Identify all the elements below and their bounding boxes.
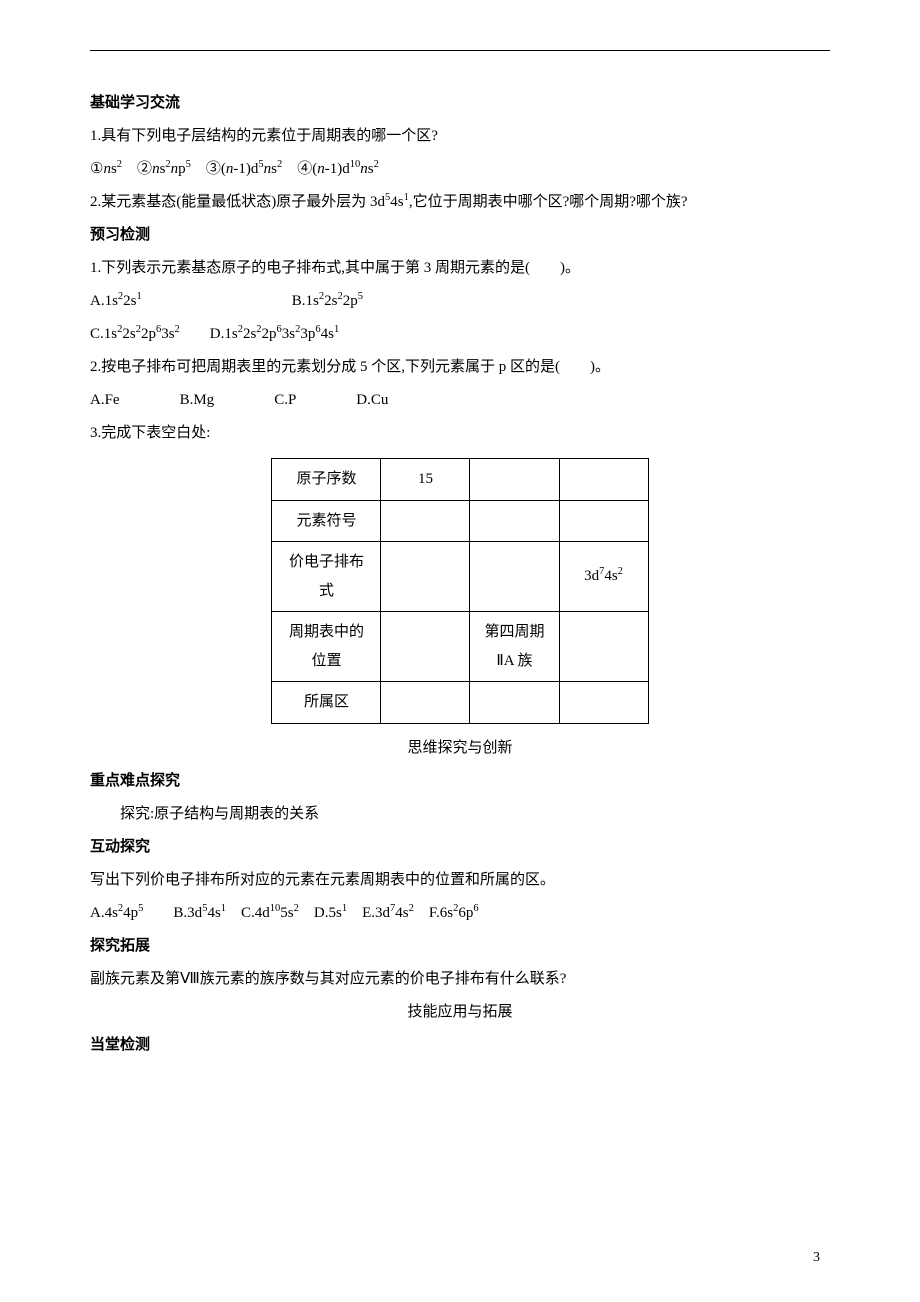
section-title-basic: 基础学习交流 [90,87,830,120]
cell-symbol-2 [470,500,559,542]
section-title-extend: 探究拓展 [90,930,830,963]
table-row: 价电子排布式 3d74s2 [272,542,648,612]
table-row: 所属区 [272,682,648,724]
cell-atomic-number-2 [470,459,559,501]
section-title-interactive: 互动探究 [90,831,830,864]
cell-atomic-number-1: 15 [381,459,470,501]
q2-text: 2.某元素基态(能量最低状态)原子最外层为 3d54s1,它位于周期表中哪个区?… [90,186,830,219]
table-row: 原子序数 15 [272,459,648,501]
interactive-options: A.4s24p5 B.3d54s1 C.4d105s2 D.5s1 E.3d74… [90,897,830,930]
keypoints-sub: 探究:原子结构与周期表的关系 [90,798,830,831]
top-rule [90,50,830,51]
cell-position-label: 周期表中的位置 [272,612,381,682]
table-row: 周期表中的位置 第四周期ⅡA 族 [272,612,648,682]
q1-options: ①ns2 ②ns2np5 ③(n-1)d5ns2 ④(n-1)d10ns2 [90,153,830,186]
cell-position-2: 第四周期ⅡA 族 [470,612,559,682]
cell-block-3 [559,682,648,724]
section-title-preview: 预习检测 [90,219,830,252]
section-title-test: 当堂检测 [90,1029,830,1062]
cell-block-2 [470,682,559,724]
cell-block-label: 所属区 [272,682,381,724]
extend-line: 副族元素及第Ⅷ族元素的族序数与其对应元素的价电子排布有什么联系? [90,963,830,996]
q1-text: 1.具有下列电子层结构的元素位于周期表的哪一个区? [90,120,830,153]
preview-q1-ab: A.1s22s1 B.1s22s22p5 [90,285,830,318]
preview-q3: 3.完成下表空白处: [90,417,830,450]
choice-b: B.Mg [180,384,215,417]
mid-heading-2: 技能应用与拓展 [90,996,830,1029]
cell-position-1 [381,612,470,682]
cell-block-1 [381,682,470,724]
preview-q1: 1.下列表示元素基态原子的电子排布式,其中属于第 3 周期元素的是( )。 [90,252,830,285]
preview-q1-cd: C.1s22s22p63s2 D.1s22s22p63s23p64s1 [90,318,830,351]
fill-table: 原子序数 15 元素符号 价电子排布式 3d74s2 周期表中的位置 第四周期Ⅱ… [271,458,648,724]
cell-symbol-1 [381,500,470,542]
cell-valence-1 [381,542,470,612]
cell-valence-label: 价电子排布式 [272,542,381,612]
choice-d: D.Cu [356,384,388,417]
cell-valence-3: 3d74s2 [559,542,648,612]
cell-atomic-number-label: 原子序数 [272,459,381,501]
mid-heading-1: 思维探究与创新 [90,732,830,765]
interactive-line: 写出下列价电子排布所对应的元素在元素周期表中的位置和所属的区。 [90,864,830,897]
cell-atomic-number-3 [559,459,648,501]
cell-symbol-label: 元素符号 [272,500,381,542]
cell-valence-2 [470,542,559,612]
preview-q2-choices: A.Fe B.Mg C.P D.Cu [90,384,830,417]
cell-symbol-3 [559,500,648,542]
preview-q2: 2.按电子排布可把周期表里的元素划分成 5 个区,下列元素属于 p 区的是( )… [90,351,830,384]
page-number: 3 [813,1243,820,1274]
section-title-keypoints: 重点难点探究 [90,765,830,798]
cell-position-3 [559,612,648,682]
choice-a: A.Fe [90,384,120,417]
choice-c: C.P [274,384,296,417]
table-row: 元素符号 [272,500,648,542]
